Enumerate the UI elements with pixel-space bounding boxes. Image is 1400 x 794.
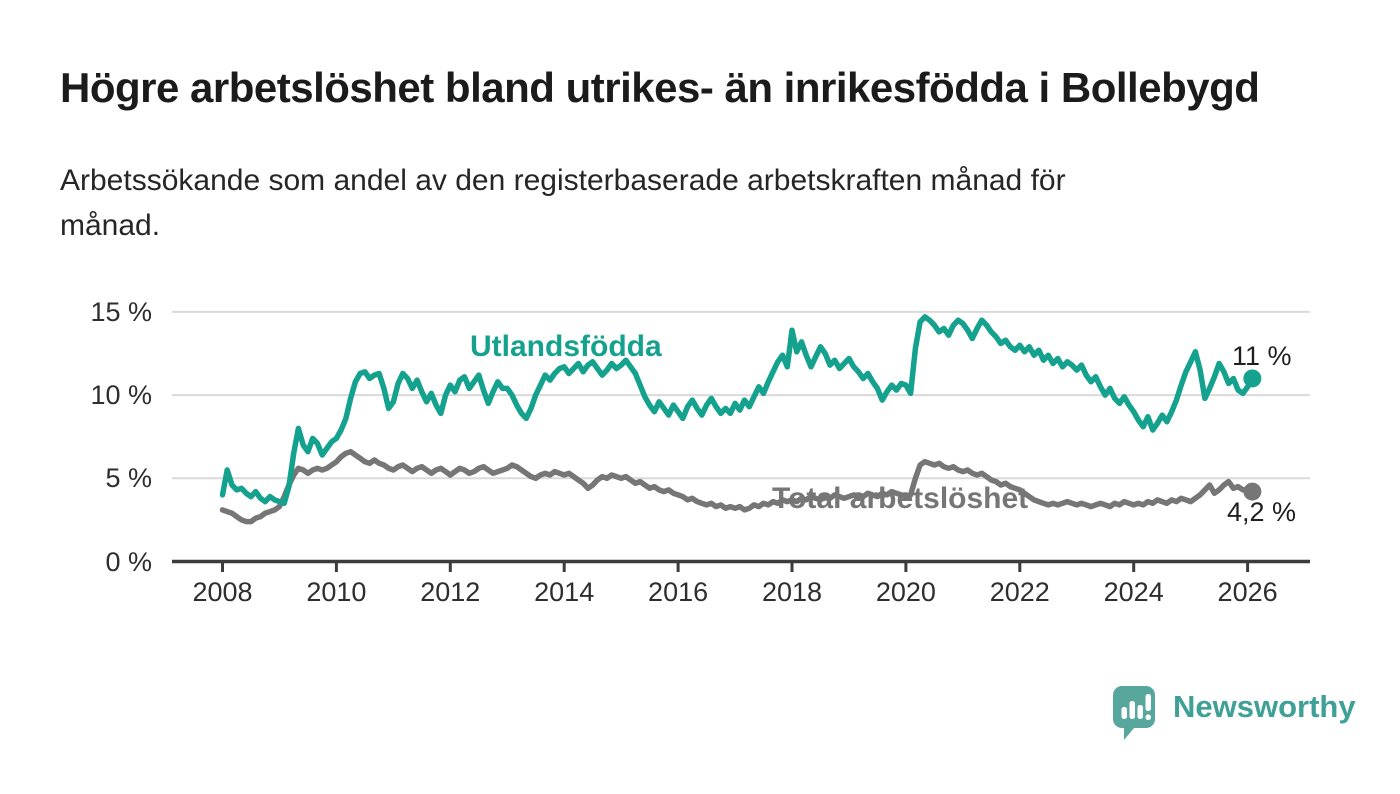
x-axis-label-2010: 2010 [306,577,367,607]
x-axis-label-2022: 2022 [989,577,1050,607]
x-axis-label-2018: 2018 [761,577,823,607]
total-end-dot [1243,482,1262,501]
chart-subtitle: Arbetssökande som andel av den registerb… [60,158,1280,248]
x-axis-label-2024: 2024 [1103,577,1164,607]
bar-chart-speech-bubble-icon [1113,686,1155,740]
x-axis-label-2008: 2008 [192,577,253,607]
y-axis-label-15%: 15 % [90,296,152,327]
x-axis-label-2016: 2016 [648,577,709,607]
x-axis-label-2026: 2026 [1217,577,1278,607]
x-axis-tick-marks [221,561,1250,572]
chart-subtitle-line1: Arbetssökande som andel av den registerb… [60,164,1066,197]
y-axis-label-5%: 5 % [105,463,152,494]
total-series-label: Total arbetslöshet [772,482,1029,515]
gridlines [172,310,1310,480]
total-end-value: 4,2 % [1227,497,1297,527]
x-axis-label-2020: 2020 [875,577,936,607]
x-axis-label-2014: 2014 [534,577,595,607]
newsworthy-wordmark: Newsworthy [1173,689,1356,724]
foreign-born-end-value: 11 % [1232,341,1292,371]
newsworthy-brand[interactable]: Newsworthy [1113,686,1356,744]
total-unemployment-line [219,448,1256,525]
chart-subtitle-line2: månad. [60,209,161,242]
y-axis-label-10%: 10 % [90,380,152,411]
y-axis-label-0%: 0 % [105,546,152,577]
foreign-born-series-label: Utlandsfödda [470,330,662,363]
chart-title: Högre arbetslöshet bland utrikes- än inr… [60,64,1260,111]
foreign-born-line [219,314,1256,507]
x-axis-label-2012: 2012 [420,577,481,607]
foreign-born-end-dot [1243,369,1262,388]
